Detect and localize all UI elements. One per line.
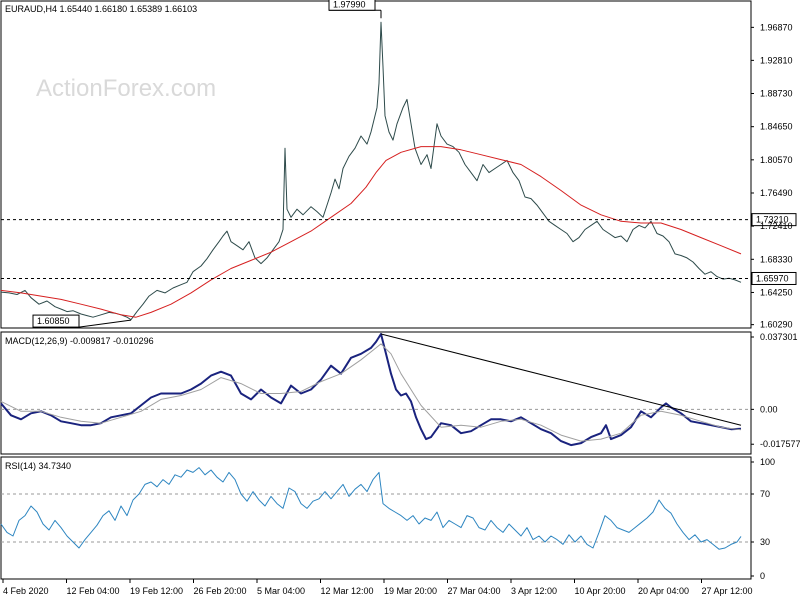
x-tick-label: 27 Apr 12:00 <box>702 586 753 596</box>
x-tick-label: 10 Apr 20:00 <box>575 586 626 596</box>
annotation-label: 1.60850 <box>37 316 70 326</box>
x-tick-label: 3 Apr 12:00 <box>511 586 557 596</box>
y-tick-label: 30 <box>760 537 770 547</box>
series-line <box>0 333 742 447</box>
x-tick-label: 19 Mar 20:00 <box>384 586 437 596</box>
price-panel-frame <box>0 0 752 329</box>
price-level-box <box>751 271 797 285</box>
annotation-label: 1.97990 <box>333 0 366 9</box>
annotation-box <box>328 0 376 11</box>
watermark: ActionForex.com <box>36 75 216 102</box>
x-tick-label: 5 Mar 04:00 <box>257 586 305 596</box>
y-tick-label: 1.96870 <box>760 22 793 32</box>
price-level-box <box>751 213 797 227</box>
series-line <box>0 467 742 550</box>
x-tick-label: 27 Mar 04:00 <box>448 586 501 596</box>
price-level-label: 1.65970 <box>756 273 789 283</box>
macd-layer: 0.037301 0.00 -0.017577 <box>0 332 800 449</box>
price-layer: 1.73210 1.65970 1.97990 1.60850 1.96870 1.928… <box>0 0 797 330</box>
annotation-leader <box>78 319 132 328</box>
y-tick-label: 1.92810 <box>760 55 793 65</box>
x-tick-label: 12 Feb 04:00 <box>67 586 120 596</box>
y-tick-label: 0 <box>760 571 765 581</box>
series-line <box>0 146 742 318</box>
price-header: EURAUD,H4 1.65440 1.66180 1.65389 1.6610… <box>5 4 197 14</box>
macd-panel-frame <box>0 331 752 455</box>
y-tick-label: 0.037301 <box>760 332 798 342</box>
x-tick-label: 4 Feb 2020 <box>3 586 49 596</box>
series-line <box>0 21 742 321</box>
y-tick-label: 1.60290 <box>760 320 793 330</box>
y-tick-label: 100 <box>760 457 775 467</box>
y-tick-label: 1.84650 <box>760 122 793 132</box>
x-tick-label: 26 Feb 20:00 <box>194 586 247 596</box>
y-tick-label: -0.017577 <box>760 439 800 449</box>
x-tick-label: 19 Feb 12:00 <box>130 586 183 596</box>
x-tick-label: 12 Mar 12:00 <box>321 586 374 596</box>
x-tick-label: 20 Apr 04:00 <box>638 586 689 596</box>
y-tick-label: 1.88730 <box>760 89 793 99</box>
macd-header: MACD(12,26,9) -0.009817 -0.010296 <box>5 336 154 346</box>
annotation-box <box>32 314 80 328</box>
y-tick-label: 70 <box>760 489 770 499</box>
rsi-panel-frame <box>0 456 752 580</box>
rsi-header: RSI(14) 34.7340 <box>5 461 71 471</box>
macd-trendline <box>380 333 742 426</box>
rsi-layer: 100 70 30 0 <box>0 457 775 581</box>
y-tick-label: 0.00 <box>760 404 778 414</box>
x-axis: 4 Feb 2020 12 Feb 04:00 19 Feb 12:00 26 Feb… <box>2 579 753 596</box>
y-tick-label: 1.72410 <box>760 221 793 231</box>
price-level-label: 1.73210 <box>756 215 789 225</box>
series-line <box>0 343 742 442</box>
y-tick-label: 1.68330 <box>760 254 793 264</box>
y-tick-label: 1.64250 <box>760 287 793 297</box>
y-tick-label: 1.76490 <box>760 188 793 198</box>
y-tick-label: 1.80570 <box>760 155 793 165</box>
